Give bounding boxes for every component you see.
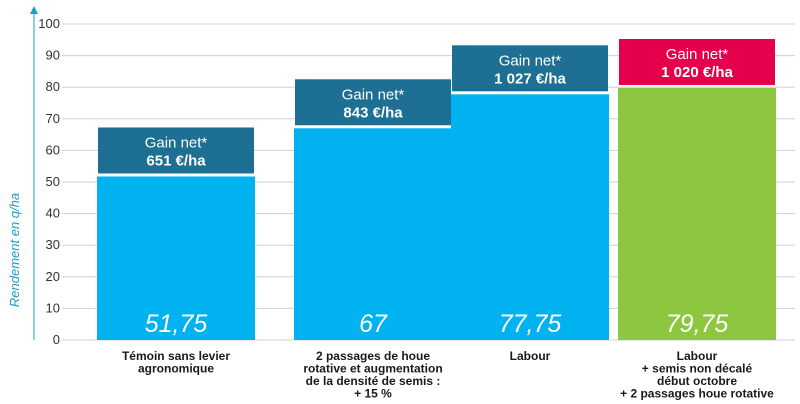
bar-group: 79,75 Gain net*1 020 €/ha [618, 38, 776, 341]
category-label-line: Témoin sans levier [122, 349, 230, 363]
category-label: Labour + semis non décalé début octobre + 2… [620, 349, 774, 401]
y-tick-label: 100 [38, 16, 60, 31]
gain-net-label: Gain net* [145, 134, 208, 151]
category-label-line: agronomique [138, 362, 214, 376]
category-label-line: Labour [677, 349, 718, 363]
category-label: 2 passages de houe rotative et augmentati… [303, 349, 442, 401]
y-tick-label: 10 [46, 300, 60, 315]
bar [451, 94, 609, 340]
category-label-line: + semis non décalé [642, 362, 753, 376]
bar [618, 87, 776, 341]
gain-net-box [619, 38, 775, 85]
category-label-line: + 2 passages houe rotative [620, 387, 774, 401]
y-tick-label: 30 [46, 237, 60, 252]
gain-net-label: Gain net* [342, 86, 405, 103]
category-label-line: 2 passages de houe [316, 349, 430, 363]
y-tick-labels: 0 10 20 30 40 50 60 70 80 90 100 [38, 16, 60, 347]
y-tick-label: 70 [46, 111, 60, 126]
bar [294, 128, 452, 340]
gain-net-value: 651 €/ha [146, 152, 206, 169]
y-tick-label: 60 [46, 142, 60, 157]
gain-net-label: Gain net* [499, 52, 562, 69]
y-tick-label: 50 [46, 174, 60, 189]
y-tick-label: 80 [46, 79, 60, 94]
y-tick-label: 40 [46, 206, 60, 221]
category-label-line: Labour [510, 349, 551, 363]
gain-net-box [98, 127, 254, 174]
bar-value-label: 79,75 [666, 310, 729, 338]
bar-group: 51,75 Gain net*651 €/ha [97, 127, 255, 340]
y-tick-label: 90 [46, 48, 60, 63]
gain-net-value: 1 027 €/ha [494, 70, 566, 87]
y-tick-label: 0 [53, 332, 60, 347]
y-axis-label: Rendement en q/ha [7, 193, 22, 307]
category-label-line: rotative et augmentation [303, 362, 442, 376]
gain-net-box [295, 79, 451, 126]
gain-net-box [452, 45, 608, 92]
y-axis-arrow [30, 6, 38, 14]
bar-value-label: 51,75 [145, 310, 208, 338]
gain-net-value: 843 €/ha [343, 104, 403, 121]
gain-net-label: Gain net* [666, 46, 729, 63]
category-label-line: de la densité de semis : [306, 374, 441, 388]
category-labels: Témoin sans levier agronomique 2 passages … [122, 349, 774, 401]
y-axis: Rendement en q/ha [7, 6, 38, 340]
category-label-line: début octobre [657, 374, 737, 388]
bar-value-label: 67 [359, 310, 388, 338]
category-label: Labour [510, 349, 551, 363]
y-tick-label: 20 [46, 269, 60, 284]
category-label: Témoin sans levier agronomique [122, 349, 230, 376]
bar-group: 77,75 Gain net*1 027 €/ha [451, 45, 609, 340]
bar-value-label: 77,75 [499, 310, 562, 338]
bar-group: 67 Gain net*843 €/ha [294, 79, 452, 340]
bar [97, 176, 255, 340]
gain-net-value: 1 020 €/ha [661, 64, 733, 81]
category-label-line: + 15 % [354, 387, 392, 401]
